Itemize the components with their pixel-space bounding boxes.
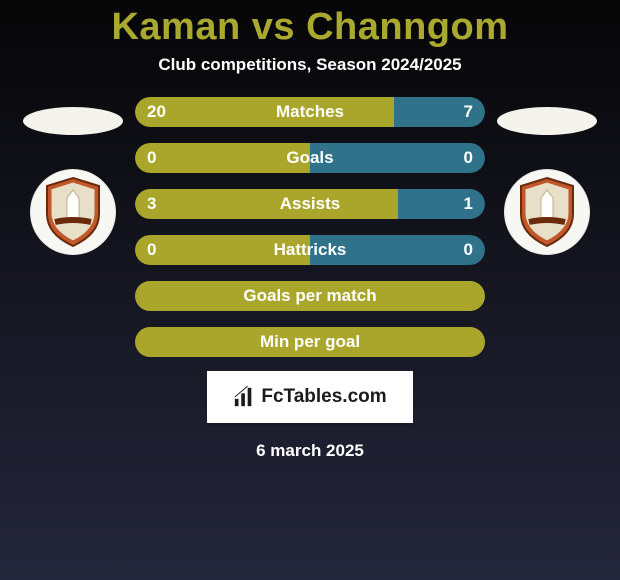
- subtitle: Club competitions, Season 2024/2025: [158, 55, 461, 75]
- stat-min-per-goal: Min per goal: [135, 327, 485, 357]
- brand-badge: FcTables.com: [207, 371, 413, 423]
- page-title: Kaman vs Channgom: [111, 6, 508, 49]
- title-player2: Channgom: [306, 6, 508, 48]
- player1-photo-placeholder: [23, 107, 123, 135]
- right-column: [497, 97, 597, 255]
- title-vs: vs: [252, 6, 295, 48]
- stat-bars: 207Matches00Goals31Assists00HattricksGoa…: [135, 97, 485, 357]
- shield-icon: [41, 176, 105, 248]
- stat-value-left: 3: [135, 189, 168, 219]
- stat-value-left: 20: [135, 97, 178, 127]
- stat-value-right: 7: [452, 97, 485, 127]
- player1-club-crest: [30, 169, 116, 255]
- stat-value-left: 0: [135, 143, 168, 173]
- shield-icon: [515, 176, 579, 248]
- stat-value-right: 0: [452, 143, 485, 173]
- player2-photo-placeholder: [497, 107, 597, 135]
- bar-chart-icon: [233, 386, 255, 408]
- content-wrapper: Kaman vs Channgom Club competitions, Sea…: [0, 0, 620, 580]
- stat-goals-per-match: Goals per match: [135, 281, 485, 311]
- left-column: [23, 97, 123, 255]
- comparison-row: 207Matches00Goals31Assists00HattricksGoa…: [0, 97, 620, 357]
- title-player1: Kaman: [111, 6, 240, 48]
- bar-segment-left: [135, 189, 398, 219]
- stat-assists: 31Assists: [135, 189, 485, 219]
- stat-hattricks: 00Hattricks: [135, 235, 485, 265]
- stat-value-left: 0: [135, 235, 168, 265]
- player2-club-crest: [504, 169, 590, 255]
- stat-matches: 207Matches: [135, 97, 485, 127]
- stat-value-right: 0: [452, 235, 485, 265]
- date-label: 6 march 2025: [256, 441, 364, 461]
- brand-text: FcTables.com: [261, 386, 386, 408]
- stat-value-right: 1: [452, 189, 485, 219]
- stat-goals: 00Goals: [135, 143, 485, 173]
